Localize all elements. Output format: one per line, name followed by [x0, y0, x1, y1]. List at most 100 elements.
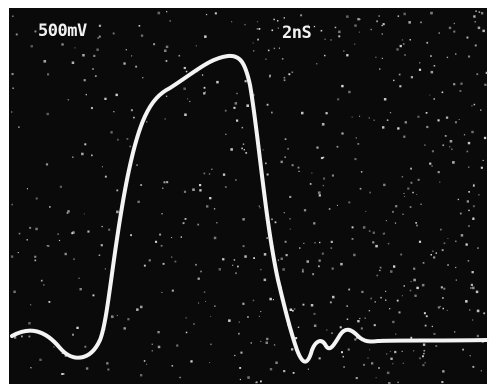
noise-speck: [266, 338, 268, 340]
noise-speck: [113, 33, 115, 35]
noise-speck: [340, 326, 342, 328]
noise-speck: [319, 242, 320, 243]
noise-speck: [285, 241, 287, 243]
noise-speck: [378, 367, 380, 369]
noise-speck: [466, 243, 468, 245]
noise-speck: [140, 184, 142, 186]
noise-speck: [399, 311, 401, 313]
noise-speck: [146, 364, 147, 365]
noise-speck: [206, 205, 208, 207]
noise-speck: [274, 48, 275, 49]
noise-speck: [461, 234, 464, 237]
noise-speck: [341, 132, 343, 134]
noise-speck: [314, 26, 315, 27]
noise-speck: [73, 258, 75, 260]
noise-speck: [430, 55, 432, 57]
noise-speck: [183, 88, 186, 91]
noise-speck: [322, 253, 324, 255]
noise-speck: [230, 148, 233, 151]
noise-speck: [244, 149, 245, 150]
noise-speck: [99, 255, 101, 257]
noise-speck: [433, 333, 435, 335]
noise-speck: [419, 69, 421, 71]
noise-speck: [431, 254, 433, 256]
noise-speck: [390, 351, 391, 352]
noise-speck: [162, 188, 163, 189]
noise-speck: [231, 21, 232, 22]
noise-speck: [225, 186, 227, 188]
noise-speck: [387, 119, 389, 121]
noise-speck: [361, 171, 363, 173]
noise-speck: [402, 351, 403, 352]
noise-speck: [472, 271, 474, 273]
noise-speck: [243, 245, 245, 247]
noise-speck: [236, 93, 237, 94]
noise-speck: [455, 121, 457, 123]
noise-speck: [116, 211, 119, 214]
noise-speck: [243, 144, 244, 145]
noise-speck: [360, 188, 362, 190]
noise-speck: [384, 98, 387, 101]
noise-speck: [264, 253, 267, 256]
noise-speck: [431, 71, 434, 74]
noise-speck: [136, 164, 138, 166]
noise-speck: [380, 297, 382, 299]
noise-speck: [267, 174, 269, 176]
noise-speck: [247, 316, 249, 318]
noise-speck: [404, 285, 406, 287]
noise-speck: [12, 88, 14, 90]
noise-speck: [375, 245, 378, 248]
noise-speck: [172, 290, 174, 292]
noise-speck: [155, 241, 157, 243]
noise-speck: [473, 217, 474, 218]
noise-speck: [322, 123, 325, 126]
noise-speck: [458, 199, 459, 200]
noise-speck: [84, 143, 86, 145]
noise-speck: [483, 312, 485, 314]
noise-speck: [200, 271, 202, 273]
noise-speck: [474, 104, 476, 106]
noise-speck: [438, 306, 440, 308]
noise-speck: [108, 229, 110, 231]
noise-speck: [165, 118, 166, 119]
noise-speck: [470, 287, 472, 289]
noise-speck: [450, 140, 453, 143]
noise-speck: [314, 313, 316, 315]
noise-speck: [95, 75, 97, 77]
noise-speck: [347, 319, 349, 321]
noise-speck: [389, 308, 390, 309]
noise-speck: [420, 22, 422, 24]
noise-speck: [426, 315, 428, 317]
noise-speck: [135, 66, 137, 68]
noise-speck: [369, 230, 371, 232]
noise-speck: [11, 204, 13, 206]
noise-speck: [275, 362, 278, 365]
noise-speck: [196, 45, 197, 46]
noise-speck: [481, 12, 483, 14]
noise-speck: [245, 80, 247, 82]
noise-speck: [440, 306, 441, 307]
noise-speck: [369, 349, 370, 350]
noise-speck: [36, 198, 38, 200]
noise-speck: [161, 292, 162, 293]
noise-speck: [402, 39, 403, 40]
noise-speck: [424, 145, 425, 146]
noise-speck: [30, 367, 31, 368]
noise-speck: [410, 337, 412, 339]
noise-speck: [382, 58, 383, 59]
noise-speck: [278, 260, 279, 261]
noise-speck: [304, 209, 306, 211]
noise-speck: [376, 377, 377, 378]
noise-speck: [67, 210, 69, 212]
noise-speck: [233, 107, 235, 109]
noise-speck: [392, 363, 393, 364]
noise-speck: [359, 32, 360, 33]
noise-speck: [264, 279, 267, 282]
noise-speck: [170, 20, 171, 21]
noise-speck: [453, 31, 455, 33]
noise-speck: [176, 345, 178, 347]
noise-speck: [225, 110, 227, 112]
noise-speck: [123, 62, 125, 64]
noise-speck: [242, 218, 244, 220]
noise-speck: [452, 161, 455, 164]
